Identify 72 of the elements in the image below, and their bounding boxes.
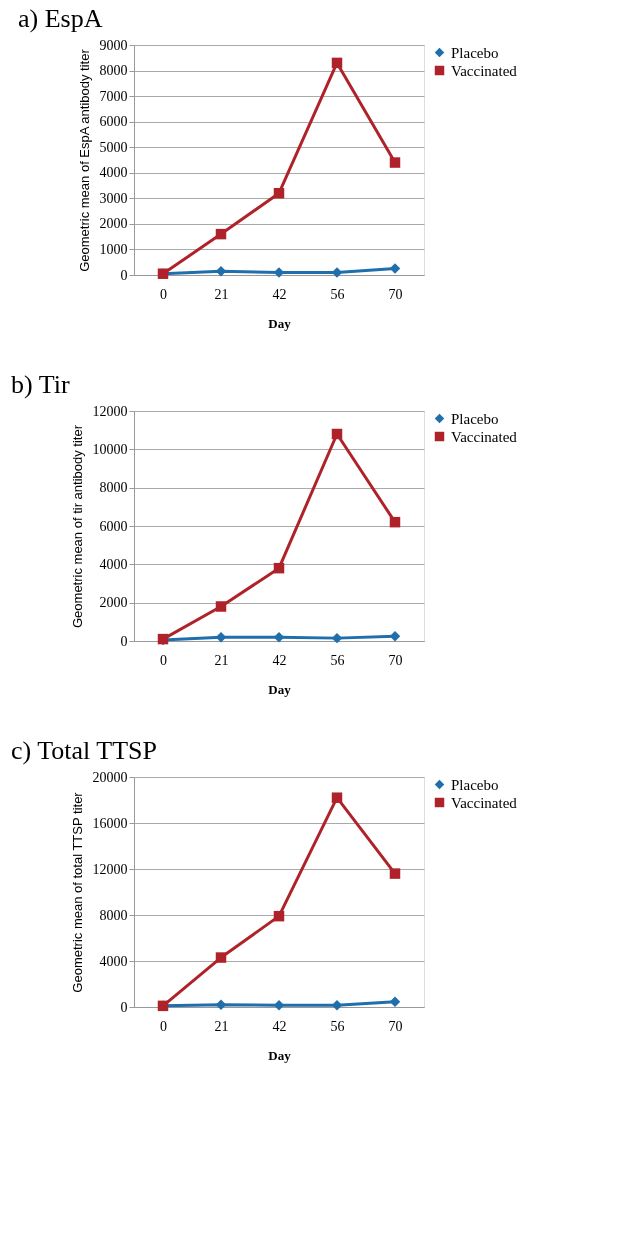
x-tick-label: 21 [214,652,229,668]
point [389,996,401,1008]
x-tick-label: 70 [388,652,403,668]
x-axis-title: Day [268,315,292,331]
point [215,999,227,1010]
y-tick-label: 0 [120,999,128,1015]
x-tick-label: 70 [388,1018,403,1034]
y-tick-label: 2000 [99,595,128,611]
y-axis-title: Geometric mean of tir antibody titer [69,424,85,629]
y-tick-label: 10000 [92,441,128,457]
legend-label: Vaccinated [451,428,518,445]
x-tick-label: 0 [160,286,167,302]
y-tick-label: 6000 [99,114,128,130]
x-tick-label: 56 [330,1018,345,1034]
point [215,952,227,963]
legend-label: Vaccinated [451,794,518,811]
x-tick-label: 21 [214,286,229,302]
y-tick-label: 12000 [92,403,128,419]
y-tick-label: 4000 [99,953,128,969]
point [389,157,401,168]
y-tick-label: 12000 [92,861,128,877]
x-tick-label: 0 [160,1018,167,1034]
y-tick-label: 8000 [99,907,128,923]
y-tick-label: 2000 [99,216,128,232]
point [331,792,343,803]
y-axis-title: Geometric mean of total TTSP titer [69,791,85,993]
x-tick-label: 42 [272,286,287,302]
point [331,57,343,69]
x-axis-title: Day [268,681,292,697]
x-tick-label: 0 [160,652,167,668]
chart-title: a) EspA [18,4,103,33]
legend-label: Placebo [451,44,499,61]
y-tick-label: 6000 [99,518,128,534]
y-tick-label: 5000 [99,139,128,155]
x-axis-title: Day [268,1047,292,1063]
legend-label: Vaccinated [451,62,518,79]
x-tick-label: 70 [388,286,403,302]
y-tick-label: 3000 [99,190,128,206]
point [389,263,401,274]
point [389,516,401,528]
y-tick-label: 4000 [99,165,128,181]
y-tick-label: 8000 [99,480,128,496]
point [331,428,343,440]
legend-label: Placebo [451,776,499,793]
point [273,187,285,199]
point [331,1000,343,1011]
y-tick-label: 0 [120,267,128,283]
point [273,631,285,643]
x-tick-label: 21 [214,1018,229,1034]
x-tick-label: 42 [272,652,287,668]
y-tick-label: 20000 [92,769,128,785]
point [215,228,227,240]
point [389,868,401,879]
point [215,601,227,612]
y-tick-label: 7000 [99,88,128,104]
point [331,632,343,644]
y-tick-label: 4000 [99,556,128,572]
y-axis-title: Geometric mean of EspA antibody titer [76,48,92,272]
y-tick-label: 9000 [99,37,128,53]
chart-title: b) Tir [11,370,70,399]
y-tick-label: 16000 [92,815,128,831]
x-tick-label: 56 [330,286,345,302]
x-tick-label: 42 [272,1018,287,1034]
legend-label: Placebo [451,410,499,427]
y-tick-label: 1000 [99,241,128,257]
point [273,1000,285,1011]
y-tick-label: 8000 [99,63,128,79]
point [273,910,285,922]
chart-title: c) Total TTSP [11,736,157,765]
x-tick-label: 56 [330,652,345,668]
point [273,562,285,574]
y-tick-label: 0 [120,633,128,649]
